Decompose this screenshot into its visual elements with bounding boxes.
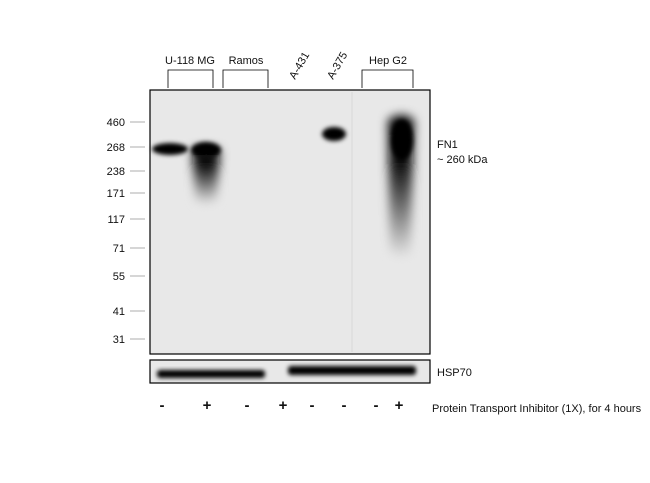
lane-label: Ramos — [229, 55, 264, 67]
treatment-sign: + — [203, 397, 212, 414]
treatment-sign: - — [310, 397, 315, 414]
lane-label: A-375 — [325, 50, 350, 81]
lane-label: U-118 MG — [165, 55, 215, 67]
marker-label: 71 — [113, 243, 125, 255]
marker-label: 238 — [107, 166, 125, 178]
loading-control-label: HSP70 — [437, 367, 472, 379]
lane-label: A-431 — [287, 50, 312, 81]
marker-label: 171 — [107, 188, 125, 200]
lane-brackets — [167, 69, 414, 88]
marker-label: 460 — [107, 117, 125, 129]
treatment-sign: - — [374, 397, 379, 414]
hsp70-bands — [157, 366, 416, 378]
treatment-sign: + — [279, 397, 288, 414]
marker-label: 31 — [113, 334, 125, 346]
marker-label: 117 — [107, 214, 125, 226]
treatment-label: Protein Transport Inhibitor (1X), for 4 … — [432, 403, 642, 415]
marker-label: 55 — [113, 271, 125, 283]
treatment-sign: + — [395, 397, 404, 414]
target-name: FN1 — [437, 139, 458, 151]
blot-panel — [149, 89, 431, 355]
treatment-sign: - — [245, 397, 250, 414]
marker-label: 268 — [107, 142, 125, 154]
treatment-sign: - — [160, 397, 165, 414]
bands — [152, 115, 414, 258]
treatment-sign: - — [342, 397, 347, 414]
marker-label: 41 — [113, 306, 125, 318]
lane-label: Hep G2 — [369, 55, 407, 67]
target-size: ~ 260 kDa — [437, 154, 488, 166]
